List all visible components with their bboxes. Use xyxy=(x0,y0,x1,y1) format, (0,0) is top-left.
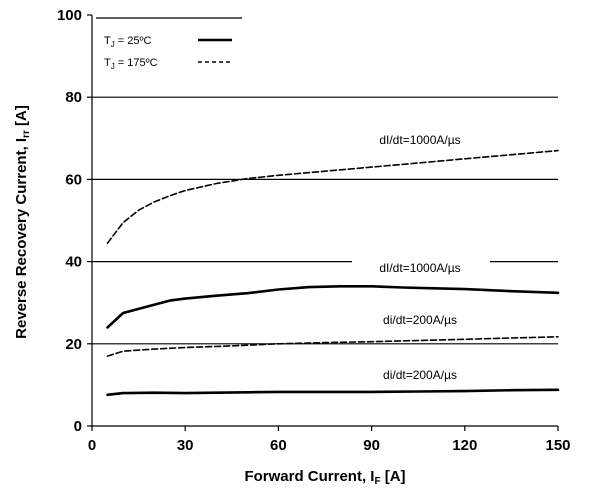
x-tick-label-90: 90 xyxy=(363,437,380,454)
x-tick-label-30: 30 xyxy=(177,437,194,454)
x-tick-label-60: 60 xyxy=(270,437,287,454)
series-line-4-solid xyxy=(108,390,559,395)
series-line-1-dashed xyxy=(108,151,559,244)
series-annotation-1: dI/dt=1000A/µs xyxy=(379,133,460,147)
series-annotation-3: di/dt=200A/µs xyxy=(383,313,457,327)
y-tick-label-100: 100 xyxy=(57,7,82,24)
annotations: dI/dt=1000A/µs dI/dt=1000A/µs di/dt=200A/µ… xyxy=(379,133,460,382)
x-tick-label-0: 0 xyxy=(88,437,96,454)
x-axis-title: Forward Current, IF [A] xyxy=(244,468,405,487)
series-annotation-2: dI/dt=1000A/µs xyxy=(379,261,460,275)
tick-labels: 0 20 40 60 80 100 0 30 60 90 120 150 xyxy=(57,7,571,454)
y-tick-label-80: 80 xyxy=(65,89,82,106)
axes xyxy=(87,15,558,431)
series-line-2-solid xyxy=(108,286,559,327)
x-tick-label-150: 150 xyxy=(545,437,570,454)
x-tick-label-120: 120 xyxy=(452,437,477,454)
y-tick-label-60: 60 xyxy=(65,171,82,188)
legend: TJ = 25ºC TJ = 175ºC xyxy=(104,35,232,71)
series-annotation-4: di/dt=200A/µs xyxy=(383,368,457,382)
y-tick-label-20: 20 xyxy=(65,336,82,353)
series-layer xyxy=(108,151,559,395)
legend-entry-label-1: TJ = 25ºC xyxy=(104,35,152,49)
series-line-3-dashed xyxy=(108,337,559,356)
gridlines xyxy=(92,18,558,344)
y-axis-title: Reverse Recovery Current, Irr [A] xyxy=(13,105,32,339)
y-tick-label-0: 0 xyxy=(74,418,82,435)
legend-entry-label-2: TJ = 175ºC xyxy=(104,57,158,71)
y-tick-label-40: 40 xyxy=(65,254,82,271)
